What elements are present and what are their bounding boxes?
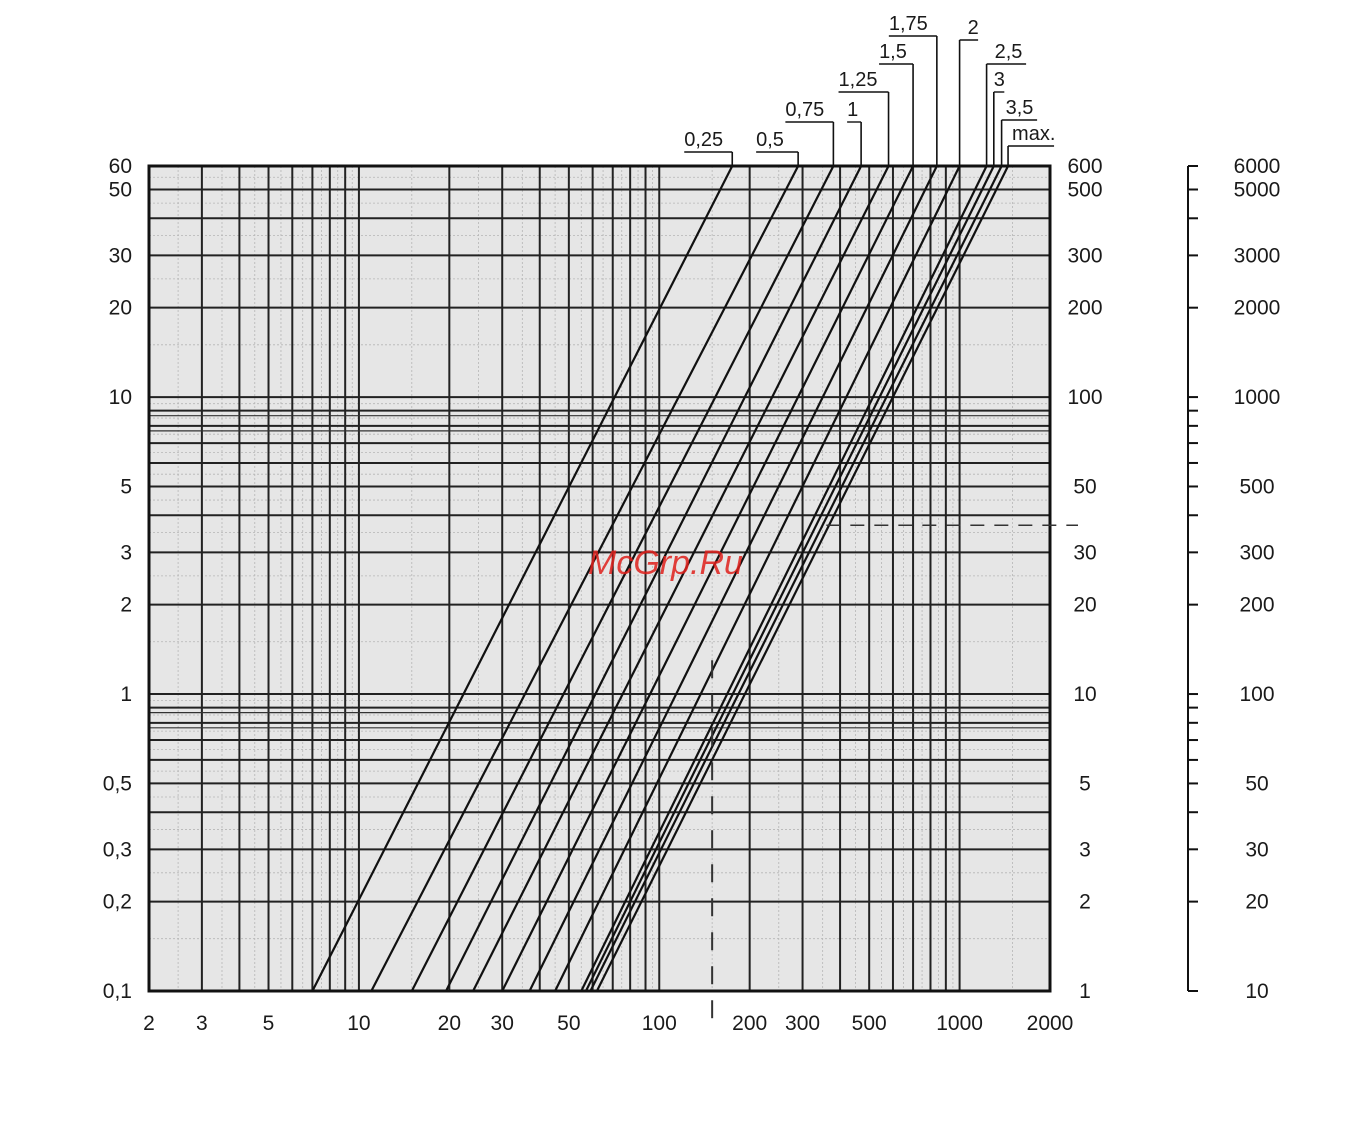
x-tick-label: 50 bbox=[557, 1012, 580, 1035]
x-axis-ticks: 2 3 5 10 20 30 50 100 200 300 500 1000 2000 bbox=[143, 1012, 1073, 1035]
y-right-tick-label: 30 bbox=[1073, 541, 1096, 564]
series-line bbox=[410, 165, 835, 992]
far-right-tick-label: 6000 bbox=[1234, 155, 1281, 178]
x-tick-label: 30 bbox=[491, 1012, 514, 1035]
y-right-tick-label: 2 bbox=[1079, 891, 1091, 914]
series-label: 2,5 bbox=[995, 41, 1023, 63]
y-right-tick-label: 600 bbox=[1067, 155, 1102, 178]
far-right-tick-label: 5000 bbox=[1234, 179, 1281, 202]
y-left-tick-label: 30 bbox=[109, 244, 132, 267]
series-line bbox=[584, 165, 995, 992]
plot-frame bbox=[147, 164, 1052, 993]
series-label: max. bbox=[1012, 123, 1055, 145]
plot-background bbox=[149, 166, 1050, 991]
series-label: 0,75 bbox=[785, 99, 824, 121]
y-right-tick-label: 50 bbox=[1073, 475, 1096, 498]
y-left-tick-label: 2 bbox=[120, 594, 132, 617]
y-left-tick-label: 3 bbox=[120, 541, 132, 564]
x-tick-label: 1000 bbox=[936, 1012, 983, 1035]
watermark-text: McGrp.Ru bbox=[588, 544, 743, 582]
y-right-tick-label: 1 bbox=[1079, 980, 1091, 1003]
series-label: 3 bbox=[994, 69, 1005, 91]
x-tick-label: 2000 bbox=[1027, 1012, 1074, 1035]
series-line bbox=[595, 165, 1010, 992]
far-right-tick-label: 30 bbox=[1245, 838, 1268, 861]
far-right-tick-label: 2000 bbox=[1234, 297, 1281, 320]
y-left-tick-label: 5 bbox=[120, 475, 132, 498]
x-tick-label: 20 bbox=[438, 1012, 461, 1035]
series-line bbox=[580, 165, 988, 992]
y-left-tick-label: 50 bbox=[109, 179, 132, 202]
far-right-tick-label: 300 bbox=[1239, 541, 1274, 564]
y-left-tick-label: 10 bbox=[109, 386, 132, 409]
series-line bbox=[370, 165, 800, 992]
y-right-tick-label: 500 bbox=[1067, 179, 1102, 202]
x-tick-label: 2 bbox=[143, 1012, 155, 1035]
series-label: 1,5 bbox=[879, 41, 907, 63]
y-left-tick-label: 0,1 bbox=[103, 980, 132, 1003]
series-lines bbox=[311, 165, 1010, 992]
series-labels: 0,25 0,50,75 1 1,251,5 1,75 2 2,5 33,5 max. bbox=[684, 13, 1055, 166]
series-label: 3,5 bbox=[1006, 97, 1034, 119]
series-line bbox=[554, 165, 961, 992]
far-right-tick-label: 500 bbox=[1239, 475, 1274, 498]
far-right-tick-label: 1000 bbox=[1234, 386, 1281, 409]
series-line bbox=[445, 165, 863, 992]
y-right-tick-label: 20 bbox=[1073, 594, 1096, 617]
y-left-tick-label: 60 bbox=[109, 155, 132, 178]
x-tick-label: 5 bbox=[263, 1012, 275, 1035]
series-label: 2 bbox=[968, 17, 979, 39]
y-left-tick-label: 0,2 bbox=[103, 891, 132, 914]
y-right-tick-label: 200 bbox=[1067, 297, 1102, 320]
series-label: 1,25 bbox=[839, 69, 878, 91]
y-right-tick-label: 100 bbox=[1067, 386, 1102, 409]
x-tick-label: 3 bbox=[196, 1012, 208, 1035]
series-line bbox=[589, 165, 1003, 992]
y-right-tick-label: 5 bbox=[1079, 772, 1091, 795]
series-line bbox=[472, 165, 890, 992]
y-left-tick-label: 0,3 bbox=[103, 838, 132, 861]
x-tick-label: 10 bbox=[347, 1012, 370, 1035]
far-right-tick-label: 20 bbox=[1245, 891, 1268, 914]
x-tick-label: 100 bbox=[642, 1012, 677, 1035]
series-line bbox=[501, 165, 915, 992]
series-label: 0,5 bbox=[756, 129, 784, 151]
far-right-tick-label: 100 bbox=[1239, 683, 1274, 706]
y-right-tick-label: 300 bbox=[1067, 244, 1102, 267]
y-right-tick-label: 3 bbox=[1079, 838, 1091, 861]
x-tick-label: 500 bbox=[852, 1012, 887, 1035]
far-right-tick-label: 3000 bbox=[1234, 244, 1281, 267]
y-left-tick-label: 0,5 bbox=[103, 772, 132, 795]
far-right-tick-label: 10 bbox=[1245, 980, 1268, 1003]
y-right-tick-label: 10 bbox=[1073, 683, 1096, 706]
far-right-tick-label: 200 bbox=[1239, 594, 1274, 617]
far-right-tick-label: 50 bbox=[1245, 772, 1268, 795]
series-label: 1 bbox=[847, 99, 858, 121]
series-line bbox=[311, 165, 734, 992]
annotations bbox=[711, 524, 1078, 1025]
x-tick-label: 200 bbox=[732, 1012, 767, 1035]
y-left-tick-label: 1 bbox=[120, 683, 132, 706]
series-label: 0,25 bbox=[684, 129, 723, 151]
series-line bbox=[528, 165, 938, 992]
series-label: 1,75 bbox=[889, 13, 928, 35]
x-tick-label: 300 bbox=[785, 1012, 820, 1035]
y-left-tick-label: 20 bbox=[109, 297, 132, 320]
